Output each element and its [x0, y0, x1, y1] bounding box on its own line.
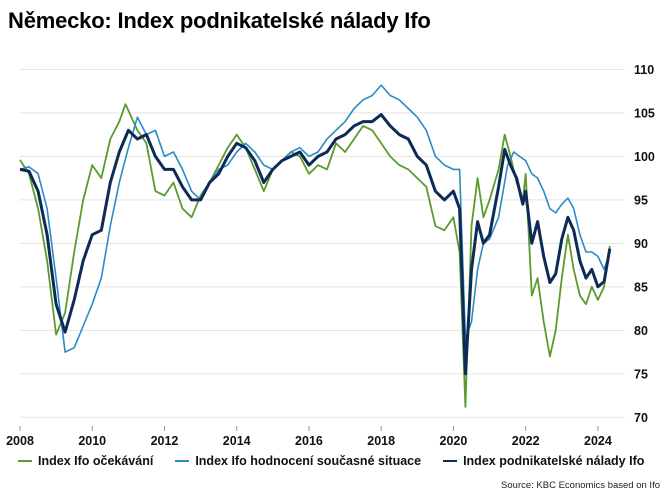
page-title: Německo: Index podnikatelské nálady Ifo — [8, 8, 431, 33]
legend-swatch — [443, 460, 458, 462]
x-tick-label: 2012 — [151, 434, 179, 448]
series-lines — [19, 84, 612, 408]
legend-label: Index podnikatelské nálady Ifo — [463, 454, 645, 468]
x-tick-label: 2008 — [6, 434, 34, 448]
legend-item: Index Ifo očekávání — [18, 454, 153, 468]
series-line-0 — [19, 103, 611, 408]
y-axis: 70 75 80 85 90 95 100 105 110 — [634, 63, 655, 425]
x-tick-label: 2010 — [78, 434, 106, 448]
x-tick-label: 2014 — [223, 434, 251, 448]
x-tick-label: 2022 — [512, 434, 540, 448]
legend-item: Index podnikatelské nálady Ifo — [443, 454, 644, 468]
legend-item: Index Ifo hodnocení současné situace — [175, 454, 421, 468]
y-tick-label: 85 — [634, 280, 648, 294]
legend: Index Ifo očekávání Index Ifo hodnocení s… — [18, 454, 644, 468]
legend-swatch — [18, 460, 32, 462]
y-tick-label: 80 — [634, 324, 648, 338]
legend-label: Index Ifo hodnocení současné situace — [195, 454, 422, 468]
x-tick-label: 2020 — [440, 434, 468, 448]
x-tick-label: 2016 — [295, 434, 323, 448]
y-tick-label: 110 — [634, 63, 654, 77]
x-tick-label: 2024 — [584, 434, 612, 448]
y-tick-label: 90 — [634, 237, 648, 251]
y-tick-label: 105 — [634, 106, 655, 120]
grid-lines — [20, 68, 625, 418]
y-tick-label: 70 — [634, 411, 648, 425]
x-axis: 2008 2010 2012 2014 2016 2018 2020 2022 2024 — [6, 426, 612, 448]
legend-swatch — [175, 460, 190, 462]
y-tick-label: 75 — [634, 367, 648, 381]
y-tick-label: 95 — [634, 193, 648, 207]
legend-label: Index Ifo očekávání — [38, 454, 154, 468]
source-note: Source: KBC Economics based on Ifo — [501, 480, 660, 491]
x-tick-label: 2018 — [367, 434, 395, 448]
series-line-2 — [19, 113, 612, 376]
series-line-1 — [19, 84, 611, 353]
y-tick-label: 100 — [634, 150, 655, 164]
